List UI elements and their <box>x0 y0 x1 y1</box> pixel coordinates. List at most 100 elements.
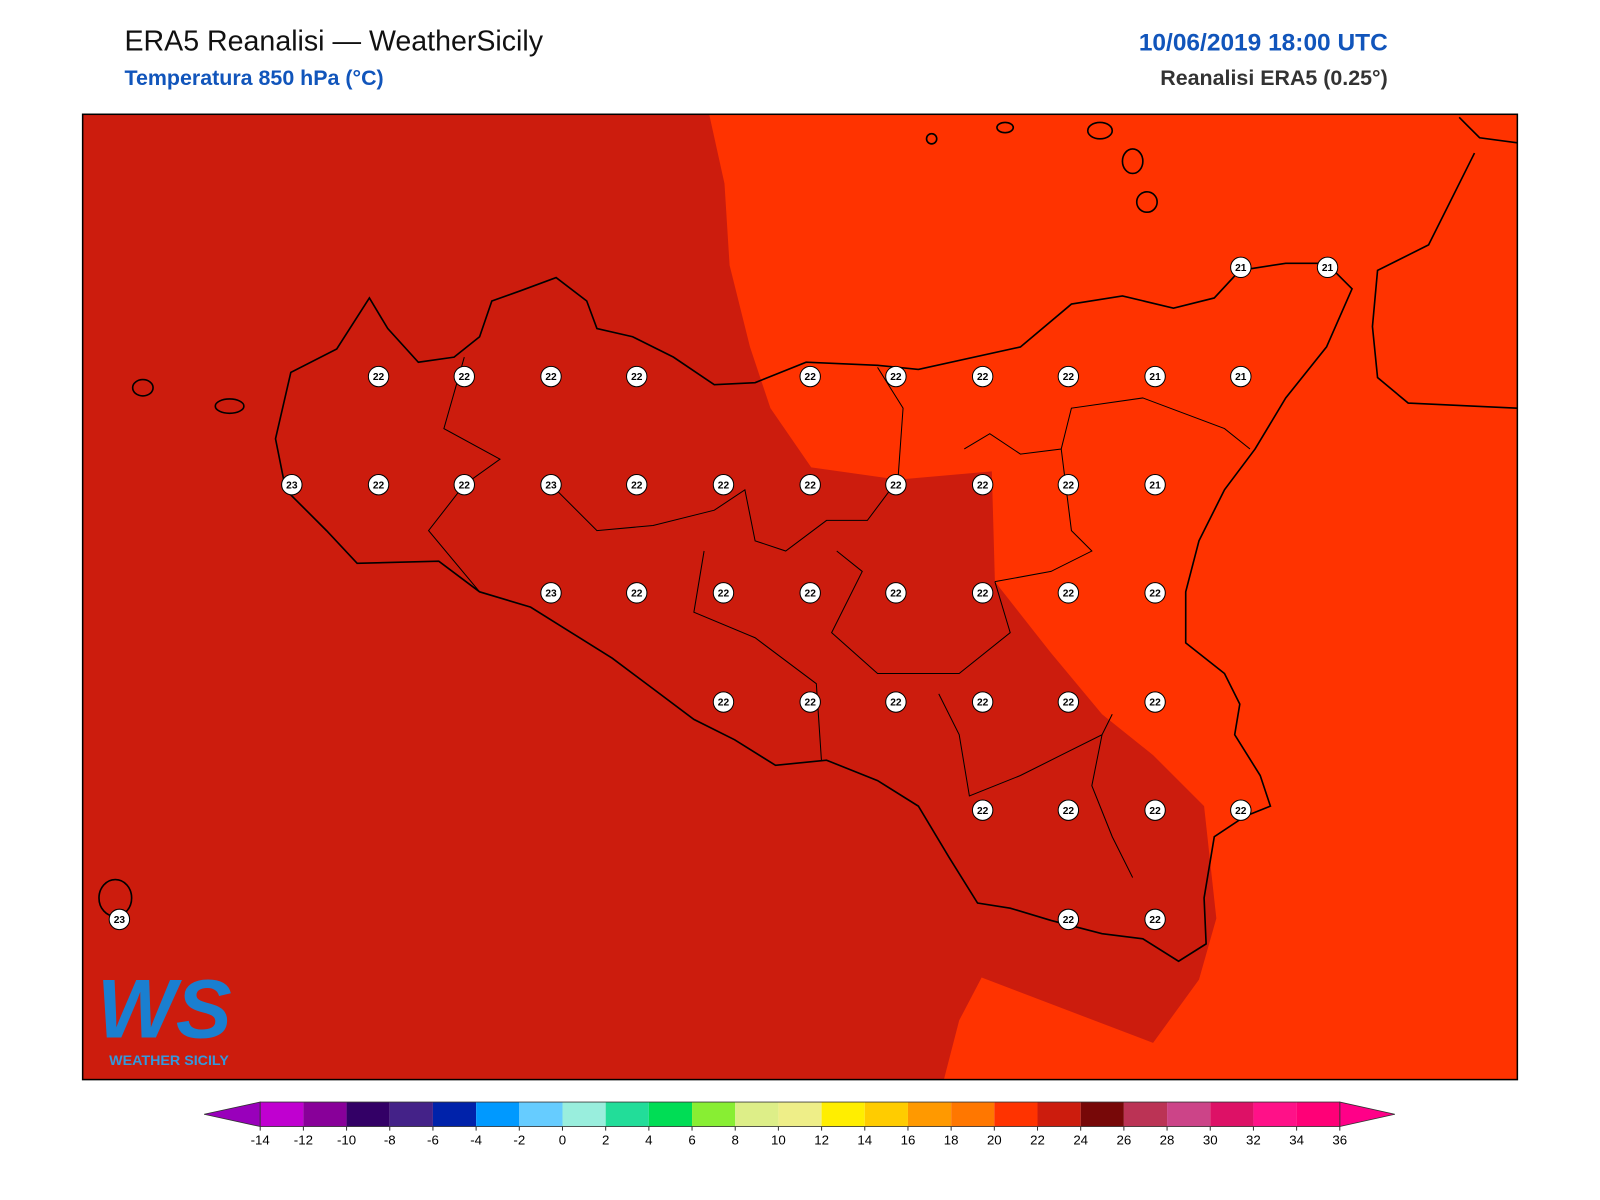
colorbar-segment <box>562 1102 606 1127</box>
colorbar-segment <box>432 1102 477 1127</box>
source: Reanalisi ERA5 (0.25°) <box>1160 66 1387 90</box>
station-value: 22 <box>977 806 989 817</box>
logo: WS WEATHER SICILY <box>97 961 232 1069</box>
station-marker <box>1230 256 1252 279</box>
island <box>214 398 245 415</box>
colorbar-segment <box>821 1102 865 1127</box>
colorbar-segment <box>1080 1102 1124 1127</box>
station-value: 22 <box>373 372 385 383</box>
datetime: 10/06/2019 18:00 UTC <box>1139 29 1388 56</box>
station-marker <box>712 691 735 713</box>
colorbar-label: 14 <box>857 1132 872 1147</box>
colorbar-label: 26 <box>1117 1132 1132 1147</box>
station-marker <box>1057 691 1080 713</box>
logo-name: WEATHER SICILY <box>109 1053 229 1069</box>
colorbar-segment <box>260 1102 304 1127</box>
station-marker <box>712 582 735 604</box>
colorbar-segment <box>951 1102 995 1127</box>
colorbar-label: 30 <box>1203 1132 1218 1147</box>
station-value: 21 <box>1149 480 1161 491</box>
colorbar-over <box>1339 1101 1395 1128</box>
station-value: 22 <box>373 480 385 491</box>
station-value: 22 <box>1063 372 1075 383</box>
station-value: 23 <box>545 589 557 600</box>
colorbar-label: -12 <box>294 1132 313 1147</box>
station-marker <box>971 365 994 388</box>
station-marker <box>971 582 994 604</box>
sicily-coast <box>274 262 1354 963</box>
logo-letters: WS <box>97 961 232 1055</box>
station-marker <box>799 691 821 713</box>
station-value: 22 <box>805 372 817 383</box>
island <box>131 378 154 397</box>
station-marker <box>799 473 821 496</box>
field-20-22 <box>709 114 1518 1080</box>
station-value: 22 <box>718 698 730 709</box>
station-marker <box>453 473 475 496</box>
island <box>996 121 1015 134</box>
island <box>1135 191 1158 214</box>
station-value: 22 <box>1063 698 1075 709</box>
colorbar-label: -14 <box>251 1132 270 1147</box>
colorbar-label: 24 <box>1073 1132 1088 1147</box>
station-value: 21 <box>1149 372 1161 383</box>
station-marker <box>626 582 648 604</box>
station-value: 22 <box>1063 589 1075 600</box>
colorbar-label: 32 <box>1246 1132 1261 1147</box>
station-value: 21 <box>1235 372 1247 383</box>
colorbar-segment <box>476 1102 520 1127</box>
station-value: 22 <box>977 480 989 491</box>
colorbar-label: 12 <box>814 1132 829 1147</box>
station-marker <box>885 582 907 604</box>
station-marker <box>971 691 994 713</box>
station-value: 22 <box>1149 915 1161 926</box>
colorbar-segment <box>648 1102 693 1127</box>
station-value: 23 <box>114 915 126 926</box>
colorbar-segment <box>1037 1102 1081 1127</box>
station-marker <box>1316 256 1339 279</box>
colorbar-segment <box>735 1102 779 1127</box>
station-marker <box>1144 799 1166 821</box>
colorbar-segment <box>994 1102 1038 1127</box>
station-marker <box>626 365 648 388</box>
station-marker <box>1057 908 1080 931</box>
station-marker <box>281 473 303 496</box>
station-value: 22 <box>459 480 471 491</box>
colorbar-label: 18 <box>944 1132 959 1147</box>
colorbar-segment <box>1123 1102 1168 1127</box>
colorbar-label: 16 <box>901 1132 916 1147</box>
subtitle: Temperatura 850 hPa (°C) <box>124 66 383 90</box>
colorbar-segment <box>1210 1102 1254 1127</box>
title: ERA5 Reanalisi — WeatherSicily <box>124 25 543 57</box>
colorbar-segment <box>1296 1102 1340 1127</box>
colorbar-label: 2 <box>602 1132 609 1147</box>
station-marker <box>453 365 475 388</box>
station-value: 22 <box>631 372 643 383</box>
colorbar-frame <box>259 1101 1341 1127</box>
station-value: 23 <box>286 480 298 491</box>
colorbar-label: -8 <box>384 1132 396 1147</box>
colorbar-label: 4 <box>645 1132 652 1147</box>
province-borders <box>427 357 1251 878</box>
colorbar-label: 0 <box>559 1132 566 1147</box>
colorbar-segment <box>346 1102 390 1127</box>
station-value: 22 <box>805 480 817 491</box>
station-value: 22 <box>631 480 643 491</box>
station-marker <box>626 473 648 496</box>
station-value: 22 <box>1063 480 1075 491</box>
colorbar-label: -4 <box>470 1132 482 1147</box>
colorbar-segment <box>1167 1102 1211 1127</box>
station-value: 22 <box>545 372 557 383</box>
station-value: 22 <box>890 589 902 600</box>
station-marker <box>1057 473 1080 496</box>
colorbar-label: 6 <box>688 1132 695 1147</box>
map-frame <box>81 113 1519 1081</box>
colorbar-label: -10 <box>337 1132 356 1147</box>
station-value: 22 <box>631 589 643 600</box>
station-marker <box>1144 582 1166 604</box>
colorbar-segment <box>1253 1102 1297 1127</box>
colorbar-label: 8 <box>732 1132 739 1147</box>
station-marker <box>367 365 390 388</box>
